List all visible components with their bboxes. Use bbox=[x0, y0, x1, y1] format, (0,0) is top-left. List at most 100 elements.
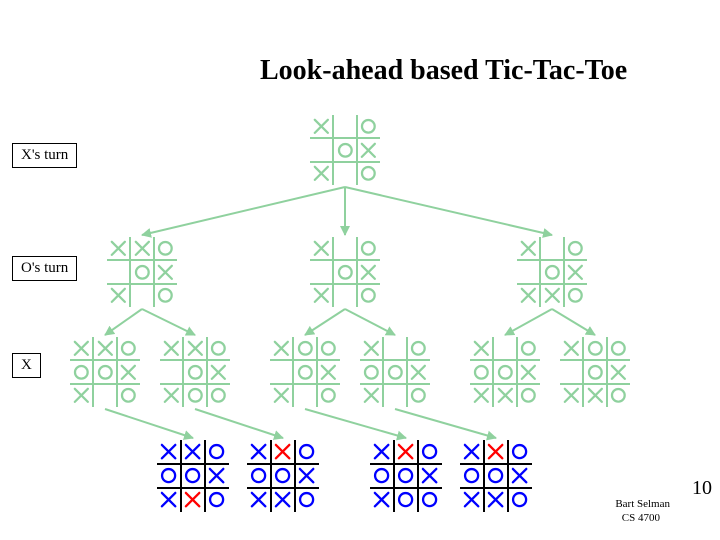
cell bbox=[181, 440, 205, 464]
cell bbox=[107, 260, 130, 283]
cell bbox=[493, 360, 516, 383]
cell bbox=[117, 337, 140, 360]
cell bbox=[154, 284, 177, 307]
cell bbox=[564, 284, 587, 307]
cell bbox=[360, 360, 383, 383]
cell bbox=[205, 440, 229, 464]
cell bbox=[493, 337, 516, 360]
cell bbox=[317, 384, 340, 407]
cell bbox=[247, 464, 271, 488]
cell bbox=[560, 337, 583, 360]
cell bbox=[181, 464, 205, 488]
cell bbox=[310, 284, 333, 307]
cell bbox=[310, 162, 333, 185]
cell bbox=[607, 360, 630, 383]
slide-number: 10 bbox=[692, 477, 712, 500]
board-L3a bbox=[157, 440, 229, 512]
cell bbox=[407, 384, 430, 407]
cell bbox=[183, 384, 206, 407]
cell bbox=[157, 488, 181, 512]
cell bbox=[333, 260, 356, 283]
label-x: X bbox=[12, 353, 41, 378]
cell bbox=[70, 384, 93, 407]
cell bbox=[70, 360, 93, 383]
cell bbox=[333, 138, 356, 161]
cell bbox=[583, 384, 606, 407]
cell bbox=[117, 384, 140, 407]
cell bbox=[310, 115, 333, 138]
cell bbox=[607, 337, 630, 360]
label-o-turn: O's turn bbox=[12, 256, 77, 281]
cell bbox=[383, 384, 406, 407]
cell bbox=[247, 440, 271, 464]
cell bbox=[310, 260, 333, 283]
cell bbox=[357, 237, 380, 260]
cell bbox=[394, 440, 418, 464]
cell bbox=[540, 237, 563, 260]
cell bbox=[360, 337, 383, 360]
cell bbox=[517, 237, 540, 260]
cell bbox=[157, 464, 181, 488]
cell bbox=[517, 260, 540, 283]
cell bbox=[205, 464, 229, 488]
cell bbox=[207, 384, 230, 407]
author: Bart Selman bbox=[615, 498, 670, 510]
cell bbox=[130, 284, 153, 307]
cell bbox=[270, 360, 293, 383]
cell bbox=[418, 440, 442, 464]
cell bbox=[93, 337, 116, 360]
cell bbox=[517, 337, 540, 360]
cell bbox=[205, 488, 229, 512]
cell bbox=[333, 284, 356, 307]
cell bbox=[484, 488, 508, 512]
cell bbox=[317, 360, 340, 383]
cell bbox=[383, 337, 406, 360]
cell bbox=[207, 360, 230, 383]
board-L2b bbox=[160, 337, 230, 407]
cell bbox=[470, 384, 493, 407]
cell bbox=[270, 384, 293, 407]
cell bbox=[295, 488, 319, 512]
cell bbox=[160, 360, 183, 383]
board-L1a bbox=[107, 237, 177, 307]
cell bbox=[508, 464, 532, 488]
board-L1b bbox=[310, 237, 380, 307]
cell bbox=[564, 260, 587, 283]
cell bbox=[394, 464, 418, 488]
cell bbox=[107, 237, 130, 260]
label-x-turn: X's turn bbox=[12, 143, 77, 168]
cell bbox=[181, 488, 205, 512]
slide-title: Look-ahead based Tic-Tac-Toe bbox=[260, 55, 627, 87]
cell bbox=[310, 138, 333, 161]
cell bbox=[357, 138, 380, 161]
board-L3b bbox=[247, 440, 319, 512]
cell bbox=[583, 337, 606, 360]
cell bbox=[517, 360, 540, 383]
cell bbox=[295, 440, 319, 464]
board-L2c bbox=[270, 337, 340, 407]
board-root bbox=[310, 115, 380, 185]
cell bbox=[493, 384, 516, 407]
cell bbox=[183, 360, 206, 383]
board-L2f bbox=[560, 337, 630, 407]
board-L3d bbox=[460, 440, 532, 512]
cell bbox=[407, 360, 430, 383]
board-L2a bbox=[70, 337, 140, 407]
cell bbox=[160, 384, 183, 407]
cell bbox=[357, 115, 380, 138]
cell bbox=[484, 464, 508, 488]
board-L1c bbox=[517, 237, 587, 307]
cell bbox=[470, 337, 493, 360]
cell bbox=[93, 360, 116, 383]
course: CS 4700 bbox=[622, 512, 660, 524]
cell bbox=[154, 237, 177, 260]
cell bbox=[183, 337, 206, 360]
cell bbox=[540, 284, 563, 307]
cell bbox=[394, 488, 418, 512]
cell bbox=[160, 337, 183, 360]
cell bbox=[460, 440, 484, 464]
cell bbox=[333, 162, 356, 185]
cell bbox=[517, 284, 540, 307]
cell bbox=[508, 488, 532, 512]
cell bbox=[583, 360, 606, 383]
